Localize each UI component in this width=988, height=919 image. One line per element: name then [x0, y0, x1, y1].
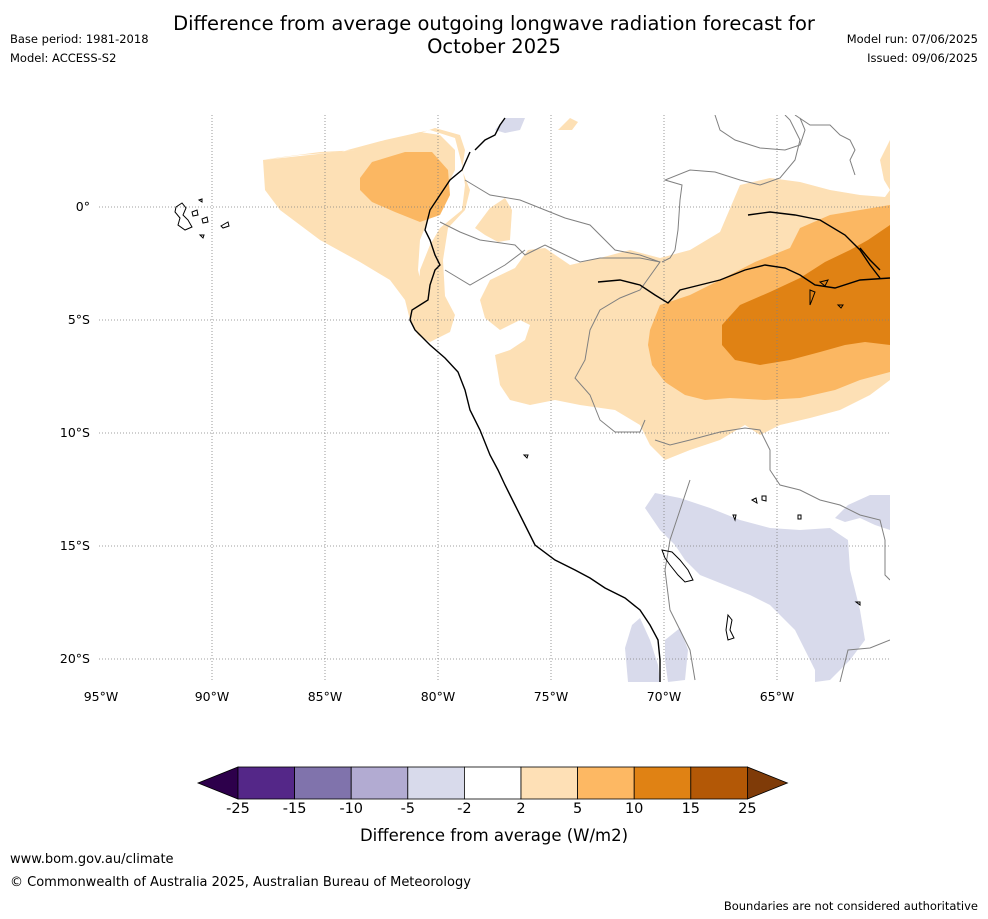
colorbar-tick-label: 15: [681, 801, 701, 817]
colorbar-extend-low: [196, 766, 239, 800]
lat-label-10s: 10°S: [59, 425, 90, 440]
colorbar-cell: [520, 766, 578, 800]
colorbar-tick-label: -15: [282, 801, 307, 817]
colorbar-cell: [690, 766, 748, 800]
colorbar: [196, 766, 789, 800]
colorbar-tick-label: 5: [572, 801, 583, 817]
lon-label-75w: 75°W: [533, 689, 569, 704]
lat-label-5s: 5°S: [67, 312, 90, 327]
website-url: www.bom.gov.au/climate: [10, 852, 174, 867]
colorbar-tick-label: -10: [339, 801, 364, 817]
colorbar-tick-label: -5: [400, 801, 416, 817]
copyright-notice: © Commonwealth of Australia 2025, Austra…: [10, 875, 471, 890]
lon-label-80w: 80°W: [420, 689, 456, 704]
colorbar-tick-label: 25: [738, 801, 757, 817]
colorbar-cell: [294, 766, 352, 800]
title-line-2: October 2025: [427, 35, 561, 58]
lon-label-65w: 65°W: [759, 689, 795, 704]
anomaly-10-15-shading: [722, 225, 890, 365]
colorbar-tick-label: -25: [226, 801, 250, 817]
model-label: Model: ACCESS-S2: [10, 51, 117, 65]
issued-label: Issued: 09/06/2025: [867, 51, 978, 65]
lon-label-70w: 70°W: [646, 689, 682, 704]
lon-label-90w: 90°W: [194, 689, 230, 704]
colorbar-cell: [237, 766, 295, 800]
boundaries-disclaimer: Boundaries are not considered authoritat…: [723, 899, 978, 913]
page-title: Difference from average outgoing longwav…: [0, 12, 988, 58]
colorbar-cell: [633, 766, 692, 800]
model-run-label: Model run: 07/06/2025: [846, 32, 978, 46]
lat-label-20s: 20°S: [59, 651, 90, 666]
islands: [174, 198, 861, 641]
anomaly-neg-2-5-shading: [495, 118, 890, 682]
title-line-1: Difference from average outgoing longwav…: [173, 12, 815, 35]
lon-label-85w: 85°W: [307, 689, 343, 704]
country-borders: [439, 115, 890, 682]
colorbar-extend-high: [747, 766, 789, 800]
colorbar-cell: [350, 766, 409, 800]
colorbar-cell: [407, 766, 465, 800]
colorbar-tick-label: 2: [516, 801, 526, 817]
lat-label-0: 0°: [75, 199, 90, 214]
colorbar-tick-label: -2: [457, 801, 472, 817]
colorbar-title: Difference from average (W/m2): [359, 826, 629, 845]
colorbar-cell: [463, 766, 522, 800]
base-period-label: Base period: 1981-2018: [10, 32, 149, 46]
lat-label-15s: 15°S: [59, 538, 90, 553]
lon-label-95w: 95°W: [83, 689, 119, 704]
colorbar-tick-label: 10: [624, 801, 644, 817]
colorbar-cell: [577, 766, 635, 800]
